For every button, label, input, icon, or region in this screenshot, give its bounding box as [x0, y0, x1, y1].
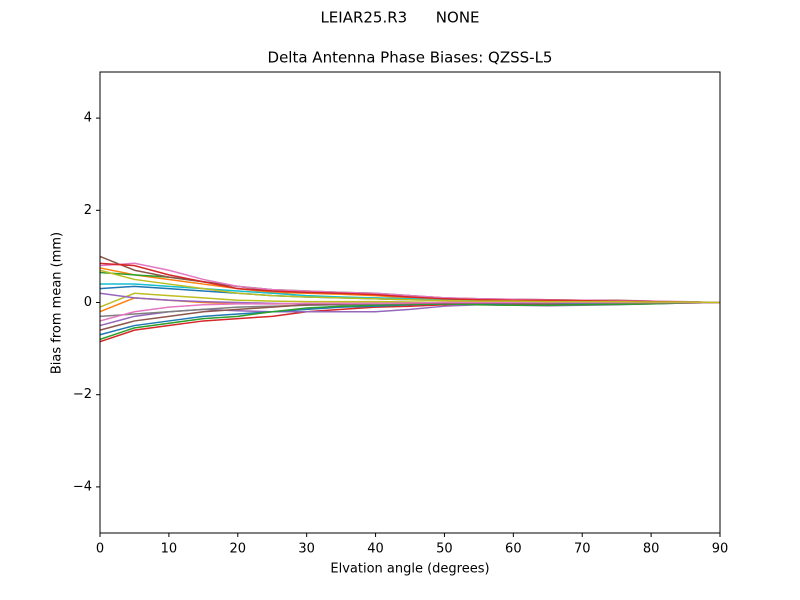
x-tick-label: 40 — [367, 542, 384, 557]
x-tick-label: 20 — [230, 542, 247, 557]
y-tick-label: 2 — [84, 203, 92, 218]
x-tick-label: 60 — [505, 542, 522, 557]
y-tick-label: −2 — [73, 387, 92, 402]
y-tick-label: 4 — [84, 111, 92, 126]
x-tick-label: 70 — [574, 542, 591, 557]
series-line — [99, 301, 721, 343]
x-tick-label: 50 — [436, 542, 453, 557]
y-tick-label: 0 — [84, 295, 92, 310]
x-tick-label: 0 — [96, 542, 104, 557]
y-tick-label: −4 — [73, 479, 92, 494]
suptitle: LEIAR25.R3 NONE — [320, 9, 479, 27]
y-axis-label: Bias from mean (mm) — [50, 232, 65, 374]
x-tick-label: 10 — [161, 542, 178, 557]
series-line — [99, 269, 721, 304]
series-line — [99, 301, 720, 336]
series-line — [99, 301, 720, 322]
x-tick-label: 80 — [643, 542, 660, 557]
chart-title: Delta Antenna Phase Biases: QZSS-L5 — [268, 49, 553, 67]
x-tick-label: 30 — [298, 542, 315, 557]
x-tick-label: 90 — [712, 542, 729, 557]
plot-frame — [99, 71, 721, 534]
x-axis-label: Elvation angle (degrees) — [330, 562, 489, 577]
series-line — [99, 301, 721, 341]
